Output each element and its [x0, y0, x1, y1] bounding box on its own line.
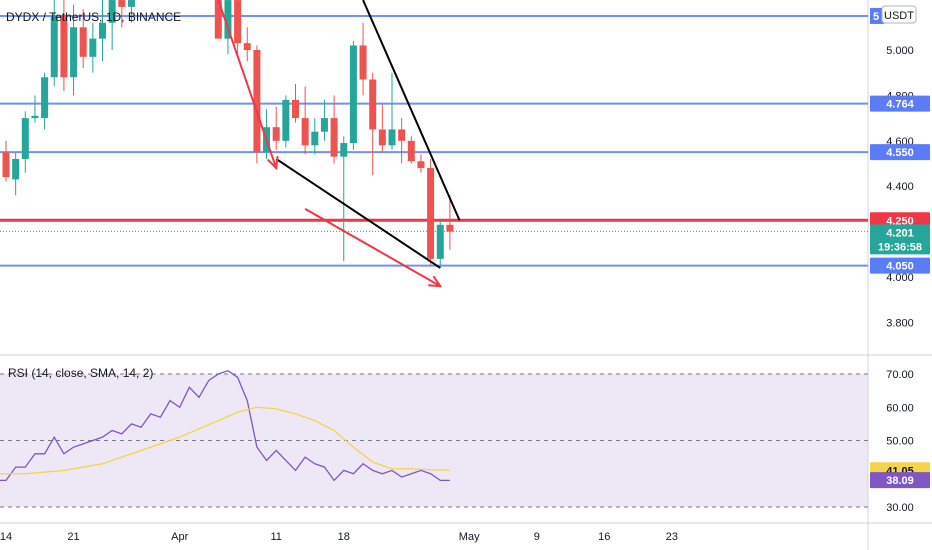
time-tick-label: May — [459, 531, 480, 543]
rsi-lines — [0, 369, 450, 482]
arrow-line — [304, 208, 441, 287]
currency-badge-label: USDT — [884, 10, 914, 22]
rsi-value-tag-text: 38.09 — [886, 475, 914, 487]
rsi-ma-line — [0, 406, 450, 475]
level-tag — [870, 144, 930, 161]
arrow-head — [428, 275, 443, 288]
level-tag-text: 4.764 — [886, 99, 914, 111]
trendline — [275, 158, 441, 269]
last-price-tag-text: 19:36:58 — [878, 241, 922, 253]
candle-body — [21, 118, 29, 159]
time-axis[interactable]: 14 21 Apr 11 18 May 9 16 23 — [0, 531, 678, 543]
time-tick-label: Apr — [171, 531, 188, 543]
level-tag — [870, 7, 884, 24]
candle-body — [243, 43, 251, 50]
level-tag — [870, 257, 930, 274]
price-tick-label: 5.000 — [886, 45, 914, 57]
candle-body — [214, 0, 222, 39]
candle-body — [118, 0, 126, 7]
candle-body — [2, 152, 10, 178]
time-tick-label: 18 — [338, 531, 350, 543]
rsi-line — [0, 369, 450, 482]
rsi-tick-label: 60.00 — [886, 402, 914, 414]
price-tags: 54.7644.5504.2504.0504.20119:36:5841.053… — [870, 7, 930, 489]
candle-body — [359, 45, 367, 80]
rsi-tick-label: 30.00 — [886, 502, 914, 514]
arrow-line — [217, 0, 278, 169]
rsi-tick-label: 70.00 — [886, 369, 914, 381]
level-tag — [870, 212, 930, 229]
candle-body — [407, 140, 415, 162]
candle-body — [234, 0, 242, 44]
candle-body — [70, 27, 78, 78]
rsi-value-tag — [870, 472, 930, 489]
level-tag-text: 5 — [873, 11, 879, 23]
level-tag-text: 4.550 — [886, 147, 914, 159]
rsi-tick-label: 50.00 — [886, 436, 914, 448]
level-tag-text: 4.250 — [886, 215, 914, 227]
candle-body — [31, 115, 39, 119]
candle-body — [340, 143, 348, 157]
time-tick-label: 23 — [666, 531, 678, 543]
candle-body — [330, 118, 338, 157]
candle-body — [369, 79, 377, 130]
candle-body — [99, 22, 106, 39]
candle-body — [398, 129, 406, 141]
candle-body — [292, 99, 299, 119]
candle-body — [427, 168, 435, 259]
candle-body — [89, 38, 97, 57]
candle-body — [311, 131, 319, 146]
currency-badge[interactable] — [881, 5, 917, 24]
price-tick-label: 4.000 — [886, 272, 914, 284]
candle-body — [108, 0, 116, 23]
candle-body — [378, 129, 386, 146]
rsi-axis[interactable]: 70.00 60.00 50.00 30.00 — [886, 369, 914, 514]
time-tick-label: 11 — [270, 531, 281, 543]
price-tick-label: 3.800 — [886, 317, 914, 329]
candle-body — [349, 45, 357, 144]
candle-body — [127, 0, 135, 7]
candle-body — [388, 129, 396, 146]
level-tag-text: 4.050 — [886, 261, 914, 273]
candles — [2, 0, 454, 268]
candle-body — [60, 15, 68, 78]
price-tick-label: 4.400 — [886, 181, 914, 193]
time-tick-label: 21 — [67, 531, 79, 543]
candle-body — [436, 224, 444, 259]
candle-body — [301, 118, 309, 146]
last-price-tag — [870, 224, 930, 255]
candle-body — [417, 161, 425, 169]
last-price-tag-text: 4.201 — [886, 227, 914, 239]
candle-body — [253, 50, 261, 153]
candle-body — [320, 118, 328, 132]
candle-body — [282, 99, 290, 141]
level-tag — [870, 95, 930, 112]
time-tick-label: 16 — [598, 531, 610, 543]
drawings — [217, 0, 461, 288]
candle-body — [12, 158, 20, 180]
symbol-title[interactable]: DYDX / TetherUS, 1D, BINANCE — [6, 10, 181, 24]
time-tick-label: 9 — [534, 531, 540, 543]
candle-body — [79, 27, 87, 57]
time-tick-label: 14 — [0, 531, 12, 543]
rsi-title[interactable]: RSI (14, close, SMA, 14, 2) — [8, 366, 153, 380]
candle-body — [41, 77, 49, 119]
candle-body — [50, 15, 58, 78]
candle-body — [224, 0, 232, 39]
trendline — [362, 0, 461, 221]
candle-body — [272, 127, 280, 141]
candle-body — [446, 224, 454, 232]
arrow-head — [267, 156, 279, 171]
